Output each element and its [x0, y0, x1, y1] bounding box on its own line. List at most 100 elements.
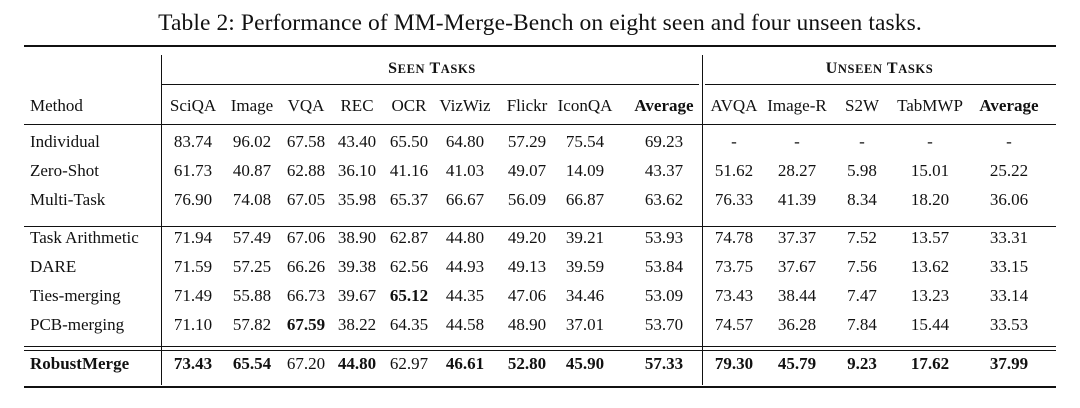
- table-cell: 39.59: [565, 257, 605, 276]
- col-header-method: Method: [30, 96, 83, 115]
- table-cell: 61.73: [173, 161, 213, 180]
- col-header-image: Image: [230, 96, 274, 115]
- table-row: DARE 71.59 57.25 66.26 39.38 62.56 44.93 49.13 3…: [0, 254, 1080, 280]
- col-header-s2w: S2W: [845, 96, 879, 115]
- table-cell: 49.13: [507, 257, 547, 276]
- table-cell: 45.79: [777, 354, 817, 373]
- table-cell: 57.25: [232, 257, 272, 276]
- method-name: Ties-merging: [30, 286, 121, 305]
- table-cell: 53.70: [644, 315, 684, 334]
- table-cell: 53.09: [644, 286, 684, 305]
- table-cell: 49.07: [507, 161, 547, 180]
- table-cell: 35.98: [337, 190, 377, 209]
- col-header-avqa: AVQA: [710, 96, 758, 115]
- col-header-average: Average: [634, 96, 694, 115]
- col-header-image-r: Image-R: [767, 96, 827, 115]
- table-cell: 66.73: [286, 286, 326, 305]
- table-cell: -: [859, 132, 865, 151]
- col-header-ocr: OCR: [391, 96, 427, 115]
- col-header-vqa: VQA: [287, 96, 325, 115]
- table-cell: 41.03: [445, 161, 485, 180]
- table-cell: 44.80: [337, 354, 377, 373]
- method-name: Multi-Task: [30, 190, 106, 209]
- table-cell: 41.39: [777, 190, 817, 209]
- table-cell: 71.94: [173, 228, 213, 247]
- col-header-average-unseen: Average: [979, 96, 1039, 115]
- table-cell: 74.57: [714, 315, 754, 334]
- table-cell: 49.20: [507, 228, 547, 247]
- table-cell: 33.31: [989, 228, 1029, 247]
- col-header-sciqa: SciQA: [169, 96, 217, 115]
- table-cell: 28.27: [777, 161, 817, 180]
- table-cell: 5.98: [847, 161, 877, 180]
- table-cell: 52.80: [507, 354, 547, 373]
- col-header-iconqa: IconQA: [557, 96, 613, 115]
- table-cell: 66.26: [286, 257, 326, 276]
- table-cell: 7.84: [847, 315, 877, 334]
- table-cell: 65.37: [389, 190, 429, 209]
- col-header-flickr: Flickr: [506, 96, 548, 115]
- method-name: Zero-Shot: [30, 161, 99, 180]
- table-cell: 67.05: [286, 190, 326, 209]
- method-name: PCB-merging: [30, 315, 125, 334]
- table-cell: 15.44: [910, 315, 950, 334]
- unseen-tasks-header: UNSEEN TASKS: [825, 60, 934, 77]
- table-cell: 18.20: [910, 190, 950, 209]
- table-cell: 66.87: [565, 190, 605, 209]
- table-row: RobustMerge 73.43 65.54 67.20 44.80 62.97 46.6…: [0, 351, 1080, 377]
- table-cell: 44.58: [445, 315, 485, 334]
- table-cell: -: [731, 132, 737, 151]
- table-cell: 46.61: [445, 354, 485, 373]
- table-cell: 62.97: [389, 354, 429, 373]
- table-cell: 47.06: [507, 286, 547, 305]
- table-cell: 38.22: [337, 315, 377, 334]
- method-name: RobustMerge: [30, 354, 130, 373]
- table-cell: 65.54: [232, 354, 272, 373]
- table-cell: 57.33: [644, 354, 684, 373]
- table-cell: 67.20: [286, 354, 326, 373]
- table-cell: 7.52: [847, 228, 877, 247]
- final-rule-2: [24, 350, 1056, 352]
- table-cell: 74.78: [714, 228, 754, 247]
- table-row: Zero-Shot 61.73 40.87 62.88 36.10 41.16 41.03 4…: [0, 158, 1080, 184]
- table-cell: 62.87: [389, 228, 429, 247]
- table-cell: 73.43: [714, 286, 754, 305]
- table-cell: 71.59: [173, 257, 213, 276]
- method-divider: [161, 55, 163, 385]
- table-cell: 36.28: [777, 315, 817, 334]
- table-cell: 63.62: [644, 190, 684, 209]
- table-cell: 36.10: [337, 161, 377, 180]
- table-cell: 69.23: [644, 132, 684, 151]
- table-cell: 67.06: [286, 228, 326, 247]
- table-cell: 64.80: [445, 132, 485, 151]
- bottom-rule: [24, 386, 1056, 389]
- table-cell: 38.44: [777, 286, 817, 305]
- table-cell: 36.06: [989, 190, 1029, 209]
- table-cell: 64.35: [389, 315, 429, 334]
- table-row: PCB-merging 71.10 57.82 67.59 38.22 64.35 44.5…: [0, 312, 1080, 338]
- seen-tasks-header: SEEN TASKS: [388, 60, 476, 77]
- table-cell: 39.21: [565, 228, 605, 247]
- table-cell: 38.90: [337, 228, 377, 247]
- table-caption: Table 2: Performance of MM-Merge-Bench o…: [158, 10, 922, 36]
- table-cell: -: [794, 132, 800, 151]
- table-cell: 67.59: [286, 315, 326, 334]
- table-cell: 62.56: [389, 257, 429, 276]
- table-cell: 44.80: [445, 228, 485, 247]
- table-cell: 73.75: [714, 257, 754, 276]
- method-name: Individual: [30, 132, 100, 151]
- table-cell: 37.37: [777, 228, 817, 247]
- table-cell: 34.46: [565, 286, 605, 305]
- table-cell: 8.34: [847, 190, 877, 209]
- table-cell: 43.37: [644, 161, 684, 180]
- table-row: Task Arithmetic 71.94 57.49 67.06 38.90 62.87…: [0, 225, 1080, 251]
- table-cell: 56.09: [507, 190, 547, 209]
- method-name: DARE: [30, 257, 77, 276]
- table-cell: 73.43: [173, 354, 213, 373]
- unseen-group-underline: [705, 84, 1056, 86]
- table-cell: 17.62: [910, 354, 950, 373]
- table-cell: 96.02: [232, 132, 272, 151]
- table-row: Individual 83.74 96.02 67.58 43.40 65.50 64.80…: [0, 129, 1080, 155]
- table-cell: 39.38: [337, 257, 377, 276]
- seen-unseen-divider: [702, 55, 704, 385]
